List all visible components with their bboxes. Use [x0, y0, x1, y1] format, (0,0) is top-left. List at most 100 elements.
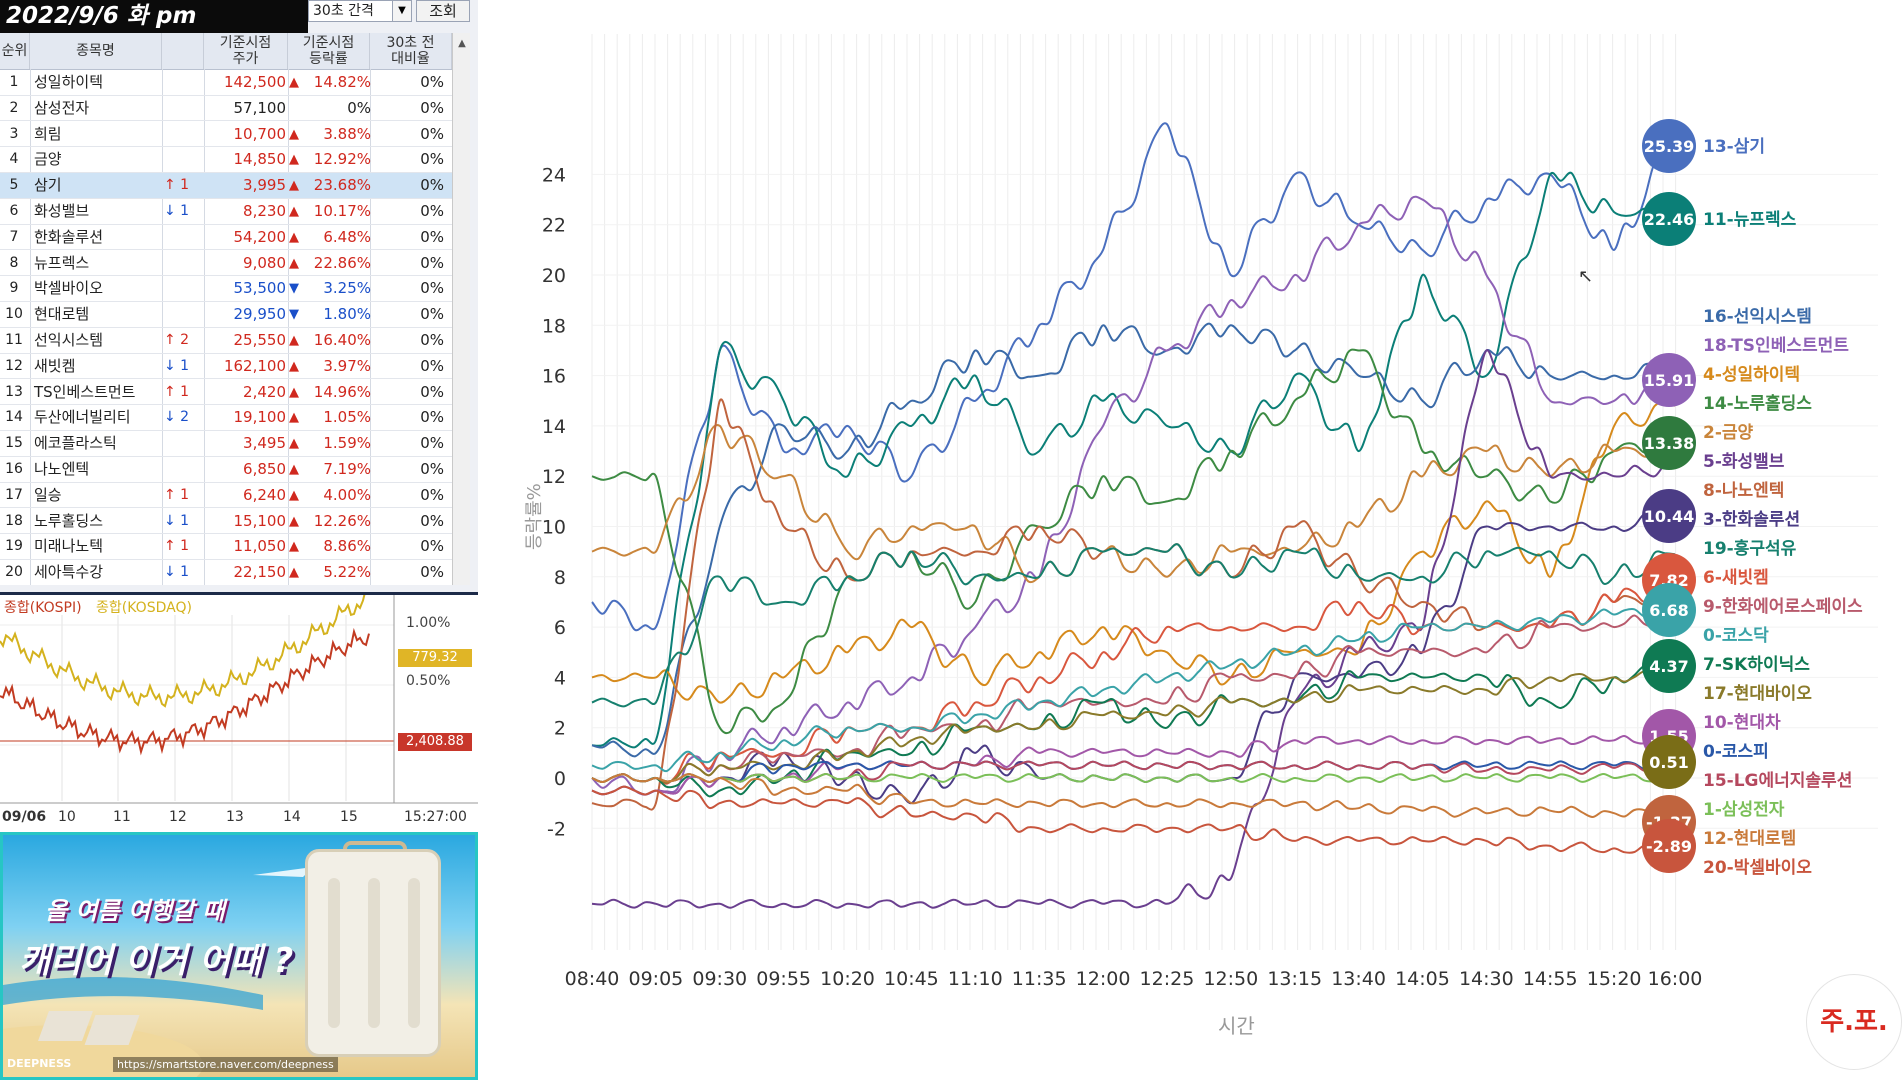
ratio-cell: 0% [420, 305, 444, 324]
table-row[interactable]: 20 세아특수강 ↓ 1 22,150 5.22% 0% ▲ [0, 560, 452, 585]
column-header[interactable]: 순위 [0, 33, 30, 69]
column-header[interactable]: 기준시점 등락률 [288, 33, 370, 69]
x-tick-label: 12:00 [1076, 968, 1131, 990]
mini-chart-legend: 종합(KOSPI) 종합(KOSDAQ) [4, 597, 192, 617]
query-button[interactable]: 조회 [416, 0, 470, 22]
end-value-bubble [1642, 583, 1696, 637]
name-cell: TS인베스트먼트 [34, 382, 136, 401]
legend-kosdaq: 종합(KOSDAQ) [96, 600, 192, 616]
price-cell: 54,200 [233, 227, 287, 246]
series-line [591, 424, 1676, 584]
name-cell: 삼성전자 [34, 98, 90, 117]
column-header[interactable]: 기준시점 주가 [204, 33, 288, 69]
up-arrow-icon: ▲ [289, 75, 299, 90]
table-row[interactable]: 15 에코플라스틱 3,495 1.59% 0% ▲ [0, 431, 452, 457]
y-axis-label: 등락률% [524, 483, 545, 550]
legend-kospi: 종합(KOSPI) [4, 600, 82, 616]
name-cell: 새빗켐 [34, 356, 76, 375]
table-row[interactable]: 19 미래나노텍 ↑ 1 11,050 8.86% 0% ▲ [0, 534, 452, 560]
ad-headline: 캐리어 이거 어때 ? [19, 941, 294, 981]
table-row[interactable]: 13 TS인베스트먼트 ↑ 1 2,420 14.96% 0% ▲ [0, 380, 452, 406]
legend-entry: 3-한화솔루션 [1703, 510, 1800, 530]
scrollbar[interactable]: ▲ [452, 33, 470, 585]
name-cell: 희림 [34, 124, 62, 143]
legend-entry: 0-코스피 [1703, 742, 1769, 762]
rate-cell: 16.40% [313, 331, 371, 349]
rate-cell: 14.82% [313, 73, 371, 91]
column-header-blank[interactable] [162, 33, 204, 69]
legend-entry: 15-LG에너지솔루션 [1703, 771, 1852, 791]
table-row[interactable]: 18 노루홀딩스 ↓ 1 15,100 12.26% 0% ▲ [0, 509, 452, 535]
table-row[interactable]: 4 금양 14,850 12.92% 0% ▲ [0, 147, 452, 173]
legend-entry: 8-나노엔텍 [1703, 481, 1784, 501]
table-row[interactable]: 17 일승 ↑ 1 6,240 4.00% 0% ▲ [0, 483, 452, 509]
ratio-cell: 0% [420, 227, 444, 246]
chevron-down-icon[interactable]: ▼ [392, 0, 412, 22]
rate-cell: 1.59% [323, 434, 371, 453]
price-cell: 3,995 [243, 176, 286, 195]
x-axis-label: 시간 [1218, 1014, 1255, 1038]
rank-cell: 16 [5, 461, 23, 477]
advertisement-banner[interactable]: 올 여름 여행갈 때 캐리어 이거 어때 ? DEEPNESS https://… [0, 832, 478, 1080]
up-arrow-icon: ▲ [289, 204, 299, 219]
price-cell: 53,500 [233, 279, 287, 298]
up-arrow-icon: ▲ [289, 539, 299, 555]
up-arrow-icon: ▲ [289, 410, 299, 426]
kosdaq-line [0, 595, 366, 708]
price-cell: 162,100 [223, 356, 286, 375]
table-row[interactable]: 1 성일하이텍 142,500 14.82% 0% ▲ [0, 70, 452, 96]
legend-entry: 4-성일하이텍 [1703, 365, 1800, 385]
price-cell: 57,100 [233, 98, 287, 117]
x-tick-label: 12:50 [1203, 968, 1258, 990]
up-arrow-icon: ▲ [289, 152, 299, 168]
table-row[interactable]: 3 희림 10,700 3.88% 0% ▲ [0, 122, 452, 148]
up-arrow-icon: ▲ [289, 384, 299, 400]
table-row[interactable]: 5 삼기 ↑ 1 3,995 23.68% 0% ▲ [0, 173, 452, 199]
up-arrow-icon: ▲ [289, 462, 299, 477]
up-arrow-icon: ▲ [289, 178, 299, 194]
table-row[interactable]: 12 새빗켐 ↓ 1 162,100 3.97% 0% ▲ [0, 354, 452, 380]
table-row[interactable]: 8 뉴프렉스 9,080 22.86% 0% ▲ [0, 251, 452, 277]
y-tick-label: 10 [542, 517, 566, 539]
name-cell: 선익시스템 [34, 331, 104, 349]
table-row[interactable]: 10 현대로템 29,950 1.80% 0% ▼ [0, 302, 452, 328]
end-value-bubble [1642, 119, 1696, 173]
name-cell: 뉴프렉스 [34, 253, 90, 272]
x-tick-label: 10:45 [884, 968, 939, 990]
end-value-label: 6.68 [1649, 601, 1688, 620]
series-line [591, 670, 1676, 784]
mini-x-tick: 15 [340, 809, 358, 825]
x-tick-label: 14:55 [1523, 968, 1578, 990]
ad-url-link[interactable]: https://smartstore.naver.com/deepness [113, 1057, 338, 1072]
table-header: 순위 종목명 기준시점 주가 기준시점 등락률 30초 전 대비율 [0, 33, 452, 70]
x-tick-label: 13:15 [1267, 968, 1322, 990]
table-row[interactable]: 14 두산에너빌리티 ↓ 2 19,100 1.05% 0% ▲ [0, 405, 452, 431]
table-row[interactable]: 16 나노엔텍 6,850 7.19% 0% ▲ [0, 457, 452, 483]
legend-entry: 13-삼기 [1703, 137, 1765, 157]
table-row[interactable]: 11 선익시스템 ↑ 2 25,550 16.40% 0% ▲ [0, 328, 452, 354]
y-tick-label: 20 [542, 265, 566, 287]
x-tick-label: 14:30 [1459, 968, 1514, 990]
rank-cell: 20 [5, 564, 23, 581]
end-value-label: 22.46 [1644, 210, 1695, 229]
table-row[interactable]: 2 삼성전자 57,100 0% 0% [0, 96, 452, 122]
name-cell: 일승 [34, 485, 62, 504]
x-tick-label: 11:35 [1012, 968, 1067, 990]
name-cell: 노루홀딩스 [34, 511, 104, 530]
rank-cell: 12 [5, 357, 23, 374]
table-row[interactable]: 6 화성밸브 ↓ 1 8,230 10.17% 0% ▲ [0, 199, 452, 225]
rank-cell: 5 [9, 177, 19, 194]
legend-entry: 7-SK하이닉스 [1703, 655, 1810, 675]
table-row[interactable]: 9 박셀바이오 53,500 3.25% 0% ▼ [0, 276, 452, 302]
ratio-cell: 0% [420, 485, 444, 504]
price-cell: 14,850 [233, 150, 287, 169]
scroll-up-icon[interactable]: ▲ [458, 38, 466, 49]
up-arrow-icon: ▲ [289, 513, 299, 529]
ratio-cell: 0% [420, 253, 444, 272]
table-row[interactable]: 7 한화솔루션 54,200 6.48% 0% ▲ [0, 225, 452, 251]
column-header[interactable]: 종목명 [30, 33, 162, 69]
interval-select[interactable]: 30초 간격 [308, 0, 412, 22]
series-line [591, 195, 1676, 796]
column-header[interactable]: 30초 전 대비율 [370, 33, 452, 69]
pct-label: 0.50% [406, 673, 451, 689]
